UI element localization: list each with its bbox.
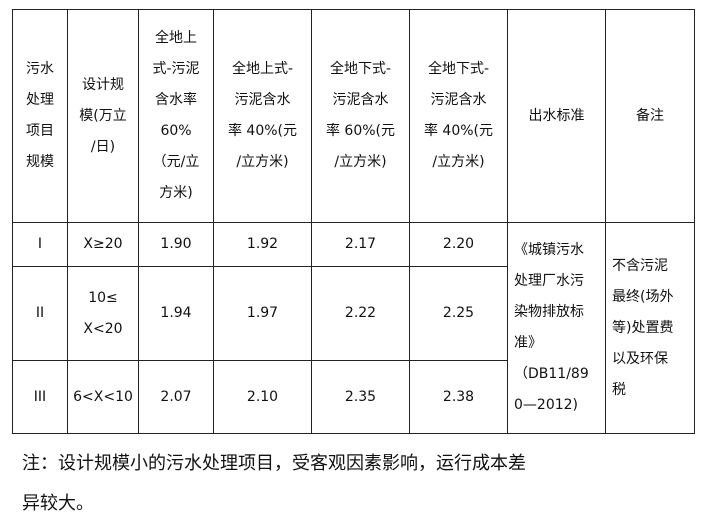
cell-line: X≥20 xyxy=(83,236,123,252)
cell-line: 污泥含水 xyxy=(430,92,487,108)
cost-table: 污水 处理 项目 规模 设计规 模(万立/日) 全地上 式-污泥 含水率 60% （元/立 方米) 全地… xyxy=(12,9,695,434)
cell-line: 处理厂水污 xyxy=(514,273,584,289)
header-row: 污水 处理 项目 规模 设计规 模(万立/日) 全地上 式-污泥 含水率 60% （元/立 方米) 全地… xyxy=(12,9,695,223)
note-line-2: 异较大。 xyxy=(22,493,94,514)
cell-cost: 1.94 xyxy=(138,266,214,361)
cell-line: /日) xyxy=(90,138,116,155)
cell-line: 准》 xyxy=(514,335,542,351)
cell-line: （DB11/89 xyxy=(514,366,589,382)
cell-line: 10≤ xyxy=(88,289,118,306)
cell-line: /立方米) xyxy=(236,154,289,170)
cell-line: III xyxy=(33,388,47,405)
cell-line: 模(万立 xyxy=(79,107,127,124)
cell-cost: 2.35 xyxy=(311,360,410,434)
cell-line: 含水率 xyxy=(155,92,197,108)
header-below-40: 全地下式- 污泥含水率 40%(元/立方米) xyxy=(409,9,508,223)
cell-line: 最终(场外 xyxy=(612,288,674,305)
cell-line: 全地下式- xyxy=(427,61,490,77)
cell-line: 率 40%(元 xyxy=(227,123,298,139)
cell-line: 0—2012) xyxy=(514,397,578,413)
cell-line: /立方米) xyxy=(432,154,485,170)
cell-line: 备注 xyxy=(636,107,664,124)
cell-design-capacity: X≥20 xyxy=(67,222,139,267)
cell-cost: 1.92 xyxy=(213,222,312,267)
cell-line: 规模 xyxy=(26,154,54,170)
cell-cost: 1.90 xyxy=(138,222,214,267)
cell-cost: 2.07 xyxy=(138,360,214,434)
cell-cost: 2.10 xyxy=(213,360,312,434)
cell-line: 以及环保 xyxy=(612,350,668,367)
cell-scale: III xyxy=(12,360,68,434)
table-row: II 10≤ X<20 1.94 1.97 2.22 2.25 xyxy=(12,266,695,361)
header-above-40: 全地上式- 污泥含水率 40%(元/立方米) xyxy=(213,9,312,223)
note-line-1: 注：设计规模小的污水处理项目，受客观因素影响，运行成本差 xyxy=(22,453,526,474)
cell-scale: I xyxy=(12,222,68,267)
cell-line: （元/立 xyxy=(152,154,200,170)
cell-line: 率 60%(元 xyxy=(325,123,396,139)
cell-remark: 不含污泥最终(场外等)处置费以及环保税 xyxy=(605,222,695,434)
cell-line: 全地下式- xyxy=(329,61,392,77)
table-row: III 6<X<10 2.07 2.10 2.35 2.38 xyxy=(12,360,695,434)
header-above-60: 全地上式-污泥含水率 60% （元/立方米) xyxy=(138,9,214,223)
cell-scale: II xyxy=(12,266,68,361)
header-below-60: 全地下式- 污泥含水率 60%(元/立方米) xyxy=(311,9,410,223)
cell-line: 污泥含水 xyxy=(332,92,389,108)
cell-line: 式-污泥 xyxy=(152,61,200,77)
cell-line: 全地上 xyxy=(155,30,197,46)
table-row: I X≥20 1.90 1.92 2.17 2.20 《城镇污水处理厂水污染物排放标准》 （D… xyxy=(12,222,695,434)
cell-standard: 《城镇污水处理厂水污染物排放标准》 （DB11/89 0—2012) xyxy=(507,222,606,434)
cell-design-capacity: 10≤ X<20 xyxy=(67,266,139,361)
header-design-capacity: 设计规模(万立/日) xyxy=(67,9,139,223)
cell-line: 出水标准 xyxy=(528,107,585,124)
cell-line: II xyxy=(35,305,45,321)
cell-line: 60% xyxy=(160,123,192,139)
cell-line: 税 xyxy=(612,381,626,398)
cell-line: 污水 xyxy=(26,61,54,77)
cell-line: 污泥含水 xyxy=(234,92,291,108)
cell-line: X<20 xyxy=(83,320,123,337)
cell-line: 不含污泥 xyxy=(612,257,668,274)
cell-line: 染物排放标 xyxy=(514,304,584,320)
cell-line: 设计规 xyxy=(82,76,124,93)
cell-line: 率 40%(元 xyxy=(423,123,494,139)
cell-cost: 2.38 xyxy=(409,360,508,434)
cell-line: I xyxy=(37,236,43,252)
cell-line: 6<X<10 xyxy=(73,388,133,405)
cell-line: 处理 xyxy=(26,92,54,108)
cell-design-capacity: 6<X<10 xyxy=(67,360,139,434)
cell-cost: 2.22 xyxy=(311,266,410,361)
cell-line: 《城镇污水 xyxy=(514,242,584,258)
cell-cost: 2.17 xyxy=(311,222,410,267)
cell-line: 项目 xyxy=(26,123,54,139)
header-scale: 污水 处理 项目 规模 xyxy=(12,9,68,223)
cell-cost: 2.25 xyxy=(409,266,508,361)
cell-cost: 1.97 xyxy=(213,266,312,361)
cell-line: /立方米) xyxy=(334,154,387,170)
header-remark: 备注 xyxy=(605,9,695,223)
cell-line: 等)处置费 xyxy=(612,319,674,336)
cell-line: 方米) xyxy=(159,185,193,201)
cell-line: 全地上式- xyxy=(231,61,294,77)
cell-cost: 2.20 xyxy=(409,222,508,267)
header-standard: 出水标准 xyxy=(507,9,606,223)
